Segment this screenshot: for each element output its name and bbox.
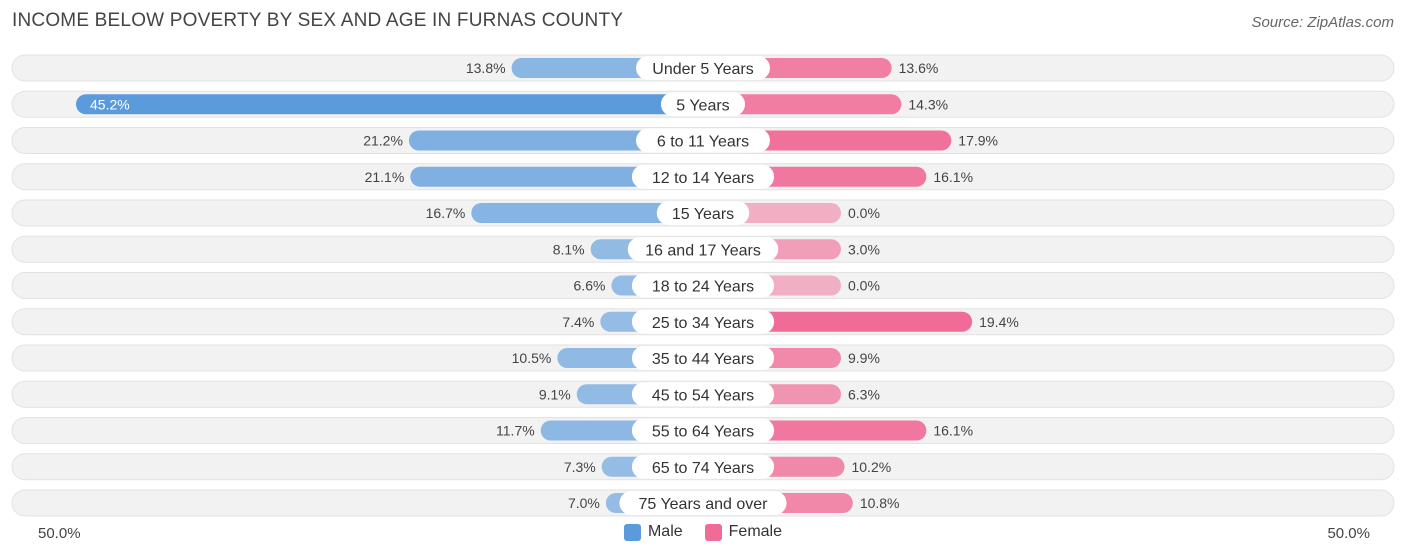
value-label-male: 10.5% — [512, 350, 552, 366]
category-pill — [656, 201, 750, 225]
value-label-female: 19.4% — [979, 314, 1019, 330]
value-label-male: 21.1% — [365, 169, 405, 185]
category-pill — [631, 346, 775, 370]
chart-title: INCOME BELOW POVERTY BY SEX AND AGE IN F… — [12, 10, 624, 31]
value-label-male: 7.0% — [568, 495, 600, 511]
value-label-female: 10.2% — [851, 459, 891, 475]
category-label: 12 to 14 Years — [652, 170, 754, 187]
category-label: Under 5 Years — [652, 61, 753, 78]
category-label: 16 and 17 Years — [645, 242, 761, 259]
legend-swatch-female — [704, 523, 722, 541]
source-label: Source: ZipAtlas.com — [1251, 14, 1394, 31]
category-label: 15 Years — [672, 206, 734, 223]
value-label-female: 16.1% — [933, 169, 973, 185]
value-label-male: 9.1% — [539, 386, 571, 402]
legend-label-female: Female — [728, 523, 783, 540]
bar-female — [703, 94, 902, 115]
category-pill — [636, 56, 770, 80]
axis-right-label: 50.0% — [1327, 525, 1370, 542]
value-label-male: 13.8% — [466, 60, 506, 76]
category-pill — [619, 491, 787, 515]
legend-label-male: Male — [647, 523, 683, 540]
category-label: 6 to 11 Years — [657, 134, 749, 151]
category-label: 25 to 34 Years — [652, 315, 754, 332]
category-pill — [631, 273, 775, 298]
category-label: 65 to 74 Years — [652, 460, 754, 477]
value-label-female: 6.3% — [848, 386, 880, 402]
category-pill — [631, 454, 775, 479]
value-label-male: 11.7% — [496, 423, 535, 439]
value-label-female: 10.8% — [860, 495, 900, 511]
value-label-male: 45.2% — [90, 96, 130, 112]
bar-male — [76, 94, 703, 115]
bar-male — [408, 130, 703, 151]
value-label-female: 9.9% — [848, 350, 880, 366]
category-label: 45 to 54 Years — [652, 387, 754, 404]
value-label-male: 8.1% — [553, 241, 585, 257]
value-label-female: 14.3% — [908, 96, 948, 112]
value-label-male: 6.6% — [574, 278, 606, 294]
value-label-female: 16.1% — [933, 423, 973, 439]
category-pill — [660, 92, 746, 117]
chart-svg: 13.8% 13.6% Under 5 Years 45.2% 14.3% 5 Years… — [11, 54, 1395, 517]
value-label-female: 3.0% — [848, 241, 880, 257]
value-label-female: 13.6% — [899, 60, 939, 76]
value-label-female: 17.9% — [958, 133, 998, 149]
category-pill — [627, 237, 779, 262]
axis-left-label: 50.0% — [38, 525, 81, 542]
category-pill — [631, 418, 775, 443]
category-pill — [631, 382, 775, 407]
bar-male — [471, 203, 703, 223]
value-label-female: 0.0% — [848, 278, 880, 294]
legend-item-female: Female — [704, 523, 783, 541]
category-pill — [631, 309, 775, 334]
category-label: 55 to 64 Years — [652, 424, 754, 441]
category-pill — [636, 128, 770, 153]
category-label: 5 Years — [676, 97, 729, 114]
legend-swatch-male — [623, 523, 641, 541]
value-label-male: 21.2% — [363, 133, 403, 149]
category-pill — [631, 164, 775, 189]
value-label-male: 7.3% — [564, 459, 596, 475]
category-label: 35 to 44 Years — [652, 351, 754, 368]
bar-male — [410, 166, 703, 187]
value-label-female: 0.0% — [848, 205, 880, 221]
value-label-male: 16.7% — [426, 205, 466, 221]
legend: Male Female — [0, 523, 1406, 541]
legend-item-male: Male — [623, 523, 683, 541]
category-label: 75 Years and over — [639, 496, 769, 513]
category-label: 18 to 24 Years — [652, 279, 754, 296]
value-label-male: 7.4% — [562, 314, 594, 330]
